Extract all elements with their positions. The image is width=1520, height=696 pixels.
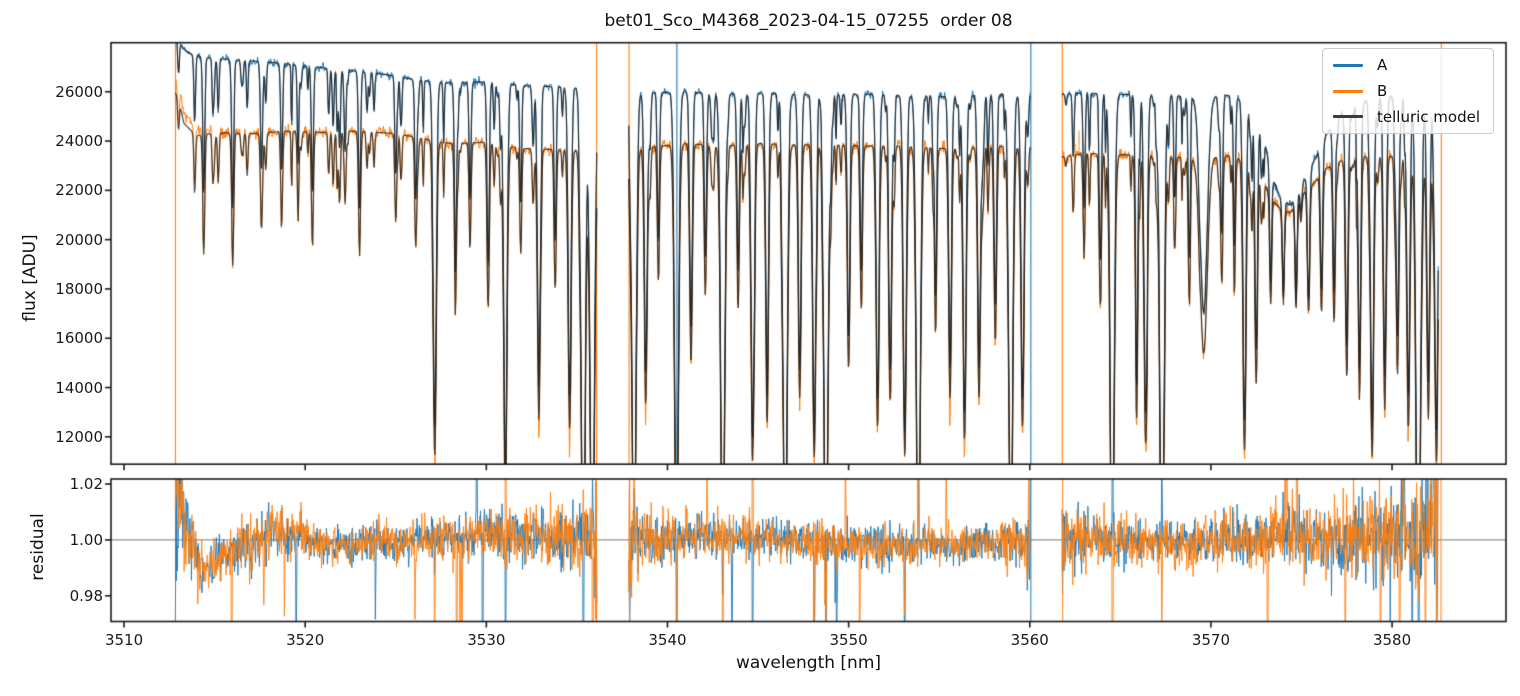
x-tick-label: 3580	[1372, 631, 1412, 649]
residual-tick-label: 0.98	[69, 586, 103, 605]
series-b-line-swatch	[1333, 89, 1363, 93]
legend: A B telluric model	[1322, 48, 1494, 134]
x-tick-label: 3530	[467, 631, 506, 649]
x-tick-label: 3550	[829, 631, 868, 649]
x-axis-label: wavelength [nm]	[735, 653, 882, 673]
flux-axis-label: flux [ADU]	[20, 234, 40, 322]
telluric-model-line-swatch	[1333, 115, 1363, 119]
legend-item-telluric-model: telluric model	[1333, 107, 1483, 126]
flux-tick-label: 22000	[55, 181, 103, 200]
x-tick-label: 3570	[1191, 631, 1230, 649]
flux-tick-label: 18000	[55, 279, 103, 298]
flux-tick-label: 16000	[55, 329, 103, 348]
x-tick-label: 3560	[1010, 631, 1049, 649]
series-a-line-swatch	[1333, 63, 1363, 67]
residual-tick-label: 1.00	[69, 530, 103, 549]
chart-title: bet01_Sco_M4368_2023-04-15_07255 order 0…	[604, 11, 1013, 31]
residual-tick-label: 1.02	[69, 475, 103, 494]
legend-item-a: A	[1333, 56, 1483, 75]
legend-item-b: B	[1333, 82, 1483, 101]
x-tick-label: 3510	[104, 631, 144, 649]
flux-tick-label: 12000	[55, 427, 103, 446]
legend-label-telluric-model: telluric model	[1377, 107, 1481, 126]
flux-tick-label: 14000	[55, 378, 103, 397]
legend-label-b: B	[1377, 82, 1388, 100]
legend-label-a: A	[1377, 56, 1388, 75]
x-tick-label: 3540	[648, 631, 687, 649]
x-tick-label: 3520	[286, 631, 325, 649]
flux-tick-label: 26000	[55, 82, 103, 101]
flux-tick-label: 20000	[55, 230, 103, 249]
flux-tick-label: 24000	[55, 132, 103, 151]
